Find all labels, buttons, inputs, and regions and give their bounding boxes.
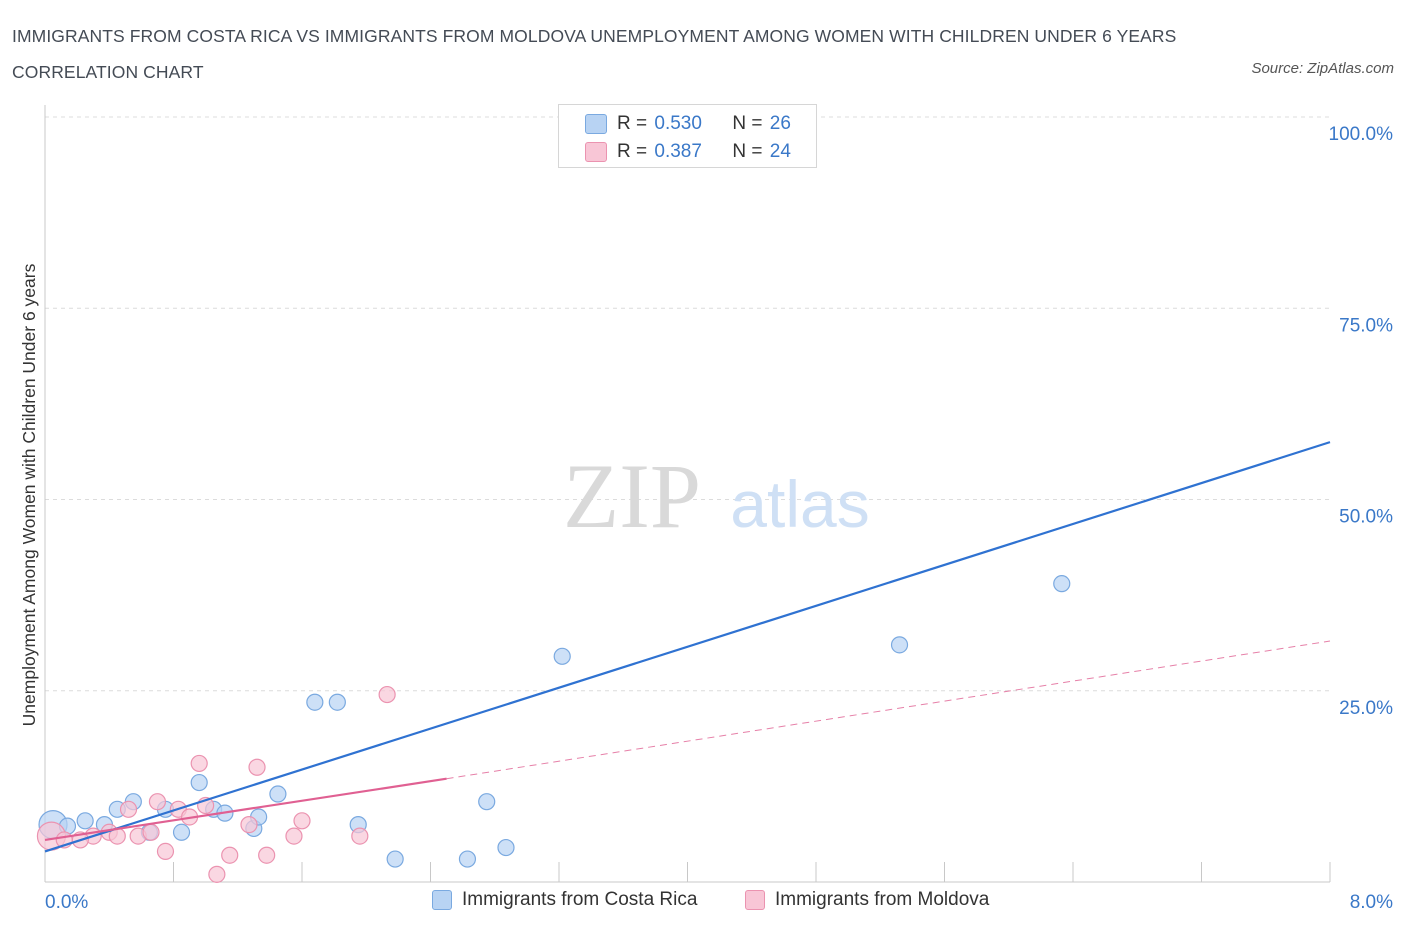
legend-item-label: Immigrants from Costa Rica [462,889,698,910]
labels-layer: 100.0% 75.0% 50.0% 25.0% 0.0% 8.0% Unemploymen… [19,124,1393,913]
trend-line-moldova [44,777,447,842]
data-point-moldova [119,800,138,818]
data-point-costa-rica [172,823,191,841]
series-legend: Immigrants from Costa Rica Immigrants fr… [0,889,1406,915]
source-label: Source: ZipAtlas.com [1251,60,1394,77]
legend-n-value: 26 [769,113,791,134]
legend-n-label: N = [732,141,763,162]
chart-title: IMMIGRANTS FROM COSTA RICA VS IMMIGRANTS… [12,26,1177,82]
legend-n-label: N = [732,113,763,134]
trend-line-costa-rica [44,441,1331,853]
data-point-costa-rica [190,773,208,792]
axes-layer [44,105,1331,883]
data-point-moldova [148,793,167,811]
data-point-moldova [351,827,369,845]
y-tick-label: 50.0% [1339,507,1393,528]
data-point-moldova [142,823,160,841]
watermark: ZIP atlas [563,445,870,547]
trend-layer [44,441,1331,853]
data-point-moldova [258,846,276,864]
data-point-costa-rica [1053,575,1071,593]
data-point-costa-rica [76,812,94,830]
data-point-moldova [156,842,175,861]
grid-layer [45,116,1330,692]
y-tick-label: 25.0% [1339,698,1393,719]
trend-extension-moldova [446,640,1331,780]
data-point-moldova [248,758,266,776]
data-point-moldova [240,816,258,834]
y-tick-label: 75.0% [1339,315,1393,336]
data-point-costa-rica [458,850,477,868]
legend-item-label: Immigrants from Moldova [775,889,990,910]
data-point-costa-rica [269,785,287,803]
data-point-moldova [208,865,226,883]
data-point-moldova [293,812,311,830]
x-tick-label: 0.0% [45,892,88,913]
legend-swatch-blue [585,114,607,134]
data-point-costa-rica [478,793,496,811]
legend-row-costa-rica: R = 0.530 N = 26 [585,111,791,137]
legend-swatch-blue [432,890,452,910]
data-point-costa-rica [306,693,324,711]
y-tick-label: 100.0% [1329,124,1394,145]
points-layer [36,108,1071,883]
legend-r-value: 0.530 [654,113,702,134]
legend-r-label: R = [617,141,648,162]
data-point-costa-rica [328,693,346,711]
data-point-moldova [190,754,208,773]
legend-r-value: 0.387 [654,141,702,162]
watermark-atlas: atlas [730,467,869,541]
watermark-zip: ZIP [563,445,701,547]
legend-item-costa-rica[interactable]: Immigrants from Costa Rica [432,889,697,911]
legend-r-label: R = [617,113,648,134]
data-point-moldova [285,827,303,845]
data-point-costa-rica [497,838,515,857]
legend-n-value: 24 [769,141,791,162]
legend-row-moldova: R = 0.387 N = 24 [585,139,791,165]
data-point-costa-rica [386,850,404,868]
data-point-costa-rica [890,636,909,654]
legend-swatch-pink [745,890,765,910]
legend-swatch-pink [585,142,607,162]
y-axis-label: Unemployment Among Women with Children U… [19,263,39,726]
data-point-moldova [221,846,239,864]
data-point-moldova [378,685,396,704]
correlation-legend: R = 0.530 N = 26 R = 0.387 N = 24 [558,104,817,168]
data-point-costa-rica [553,647,571,665]
x-tick-label: 8.0% [1350,892,1393,913]
legend-item-moldova[interactable]: Immigrants from Moldova [745,889,989,911]
